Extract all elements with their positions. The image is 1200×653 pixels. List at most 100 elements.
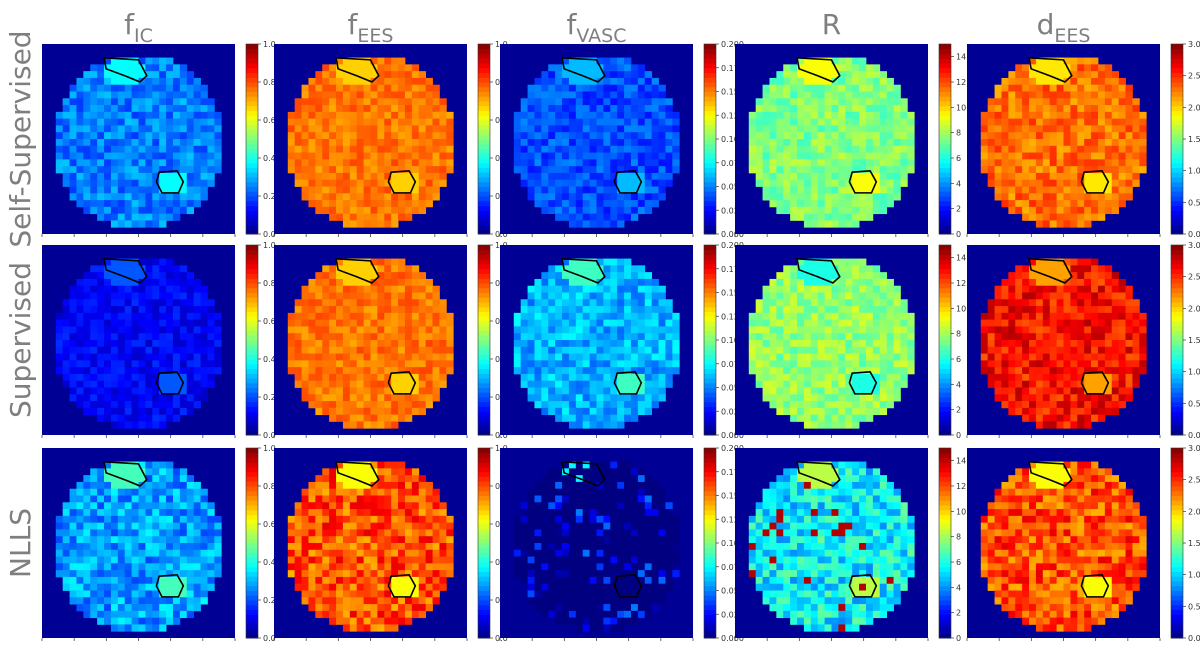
heatmap-cell	[145, 105, 152, 112]
heatmap-cell	[610, 354, 617, 361]
heatmap-cell	[1001, 193, 1008, 200]
heatmap-cell	[528, 173, 535, 180]
heatmap-cell	[603, 340, 610, 347]
heatmap-cell	[302, 299, 309, 306]
heatmap-cell	[776, 85, 783, 92]
heatmap-cell	[118, 193, 125, 200]
heatmap-cell	[214, 367, 221, 374]
heatmap-cell	[76, 333, 83, 340]
heatmap-cell	[880, 354, 887, 361]
heatmap-cell	[288, 313, 295, 320]
heatmap-cell	[859, 146, 866, 153]
heatmap-cell	[111, 408, 118, 415]
heatmap-cell	[357, 159, 364, 166]
heatmap-cell	[576, 159, 583, 166]
heatmap-cell	[1022, 71, 1029, 78]
heatmap-cell	[118, 347, 125, 354]
heatmap-cell	[1008, 105, 1015, 112]
heatmap-cell	[180, 340, 187, 347]
heatmap-cell	[887, 193, 894, 200]
heatmap-cell	[624, 299, 631, 306]
heatmap-cell	[790, 265, 797, 272]
heatmap-cell	[139, 367, 146, 374]
heatmap-cell	[132, 92, 139, 99]
heatmap-cell	[887, 92, 894, 99]
heatmap-cell	[201, 187, 208, 194]
colorbar-step	[704, 255, 716, 260]
heatmap-cell	[880, 146, 887, 153]
heatmap-cell	[364, 408, 371, 415]
heatmap-cell	[90, 381, 97, 388]
heatmap-cell	[825, 286, 832, 293]
heatmap-cell	[617, 421, 624, 428]
colorbar-step	[1171, 106, 1183, 111]
colorbar-step	[939, 187, 951, 192]
heatmap-cell	[63, 146, 70, 153]
heatmap-cell	[56, 139, 63, 146]
heatmap-cell	[336, 333, 343, 340]
heatmap-cell	[783, 159, 790, 166]
heatmap-cell	[603, 78, 610, 85]
heatmap-cell	[776, 146, 783, 153]
heatmap-cell	[1105, 200, 1112, 207]
heatmap-cell	[302, 112, 309, 119]
heatmap-cell	[384, 347, 391, 354]
heatmap-cell	[548, 354, 555, 361]
heatmap-cell	[894, 394, 901, 401]
heatmap-cell	[187, 333, 194, 340]
heatmap-cell	[371, 119, 378, 126]
heatmap-cell	[776, 306, 783, 313]
heatmap-cell	[1008, 78, 1015, 85]
heatmap-cell	[139, 326, 146, 333]
heatmap-cell	[832, 125, 839, 132]
heatmap-cell	[652, 125, 659, 132]
heatmap-cell	[90, 374, 97, 381]
colorbar-step	[704, 369, 716, 374]
heatmap-cell	[104, 187, 111, 194]
heatmap-cell	[111, 367, 118, 374]
heatmap-cell	[818, 333, 825, 340]
heatmap-cell	[322, 85, 329, 92]
heatmap-cell	[329, 394, 336, 401]
heatmap-cell	[880, 78, 887, 85]
heatmap-cell	[405, 153, 412, 160]
heatmap-cell	[63, 340, 70, 347]
heatmap-cell	[866, 139, 873, 146]
heatmap-cell	[988, 119, 995, 126]
heatmap-cell	[624, 200, 631, 207]
heatmap-cell	[797, 388, 804, 395]
heatmap-cell	[364, 293, 371, 300]
heatmap-cell	[672, 119, 679, 126]
heatmap-cell	[790, 381, 797, 388]
heatmap-cell	[201, 286, 208, 293]
heatmap-cell	[398, 394, 405, 401]
heatmap-cell	[76, 132, 83, 139]
heatmap-cell	[672, 132, 679, 139]
heatmap-cell	[624, 173, 631, 180]
heatmap-cell	[350, 388, 357, 395]
colorbar-step	[246, 220, 258, 225]
heatmap-cell	[514, 360, 521, 367]
heatmap-cell	[776, 71, 783, 78]
heatmap-cell	[187, 200, 194, 207]
heatmap-cell	[811, 293, 818, 300]
colorbar-step	[939, 54, 951, 59]
heatmap-cell	[1057, 85, 1064, 92]
colorbar-step	[704, 321, 716, 326]
heatmap-cell	[1015, 112, 1022, 119]
heatmap-cell	[832, 146, 839, 153]
heatmap-cell	[412, 306, 419, 313]
heatmap-cell	[83, 153, 90, 160]
heatmap-cell	[412, 408, 419, 415]
heatmap-cell	[97, 293, 104, 300]
heatmap-cell	[357, 105, 364, 112]
heatmap-cell	[645, 125, 652, 132]
heatmap-cell	[446, 367, 453, 374]
heatmap-cell	[1022, 214, 1029, 221]
heatmap-cell	[419, 71, 426, 78]
heatmap-cell	[1043, 119, 1050, 126]
colorbar-step	[246, 172, 258, 177]
heatmap-cell	[590, 265, 597, 272]
heatmap-cell	[315, 388, 322, 395]
heatmap-cell	[845, 299, 852, 306]
